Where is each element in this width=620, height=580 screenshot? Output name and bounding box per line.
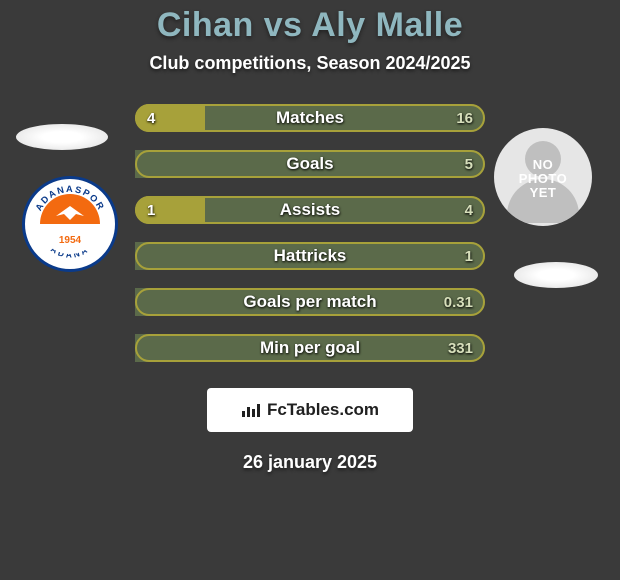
stat-label: Hattricks — [135, 246, 485, 266]
stat-label: Goals — [135, 154, 485, 174]
bar-chart-icon — [241, 402, 261, 418]
stat-value-right: 5 — [465, 156, 473, 173]
badge-year: 1954 — [40, 235, 100, 246]
stat-value-left: 4 — [147, 110, 155, 127]
stats-container: Matches416Goals5Assists14Hattricks1Goals… — [135, 104, 485, 362]
right-team-oval — [514, 262, 598, 288]
stat-row: Assists1 4 — [135, 196, 485, 224]
stat-value-right: 331 — [448, 340, 473, 357]
stat-label: Matches — [135, 108, 485, 128]
footer-date: 26 january 2025 — [243, 452, 377, 473]
comparison-card: Cihan vs Aly Malle Club competitions, Se… — [0, 0, 620, 580]
stat-label: Goals per match — [135, 292, 485, 312]
stat-row: Goals5 — [135, 150, 485, 178]
page-title: Cihan vs Aly Malle — [157, 6, 463, 45]
stat-row: Hattricks1 — [135, 242, 485, 270]
stat-label: Assists — [135, 200, 485, 220]
stat-value-right: 1 — [465, 248, 473, 265]
subtitle: Club competitions, Season 2024/2025 — [149, 53, 470, 74]
no-photo-label: NOPHOTOYET — [519, 158, 568, 200]
stat-value-right: 0.31 — [444, 294, 473, 311]
stat-row: Goals per match0.31 — [135, 288, 485, 316]
stat-row: Matches4 16 — [135, 104, 485, 132]
left-team-badge: ADANASPOR ADANA 1954 — [22, 176, 118, 272]
stat-label: Min per goal — [135, 338, 485, 358]
stat-value-left: 1 — [147, 202, 155, 219]
left-player-oval — [16, 124, 108, 150]
stat-value-right: 16 — [456, 110, 473, 127]
right-player-photo: NOPHOTOYET — [494, 128, 592, 226]
stat-row: Min per goal331 — [135, 334, 485, 362]
eagle-icon — [50, 202, 90, 222]
brand-badge: FcTables.com — [207, 388, 413, 432]
brand-text: FcTables.com — [267, 400, 379, 420]
stat-value-right: 4 — [465, 202, 473, 219]
